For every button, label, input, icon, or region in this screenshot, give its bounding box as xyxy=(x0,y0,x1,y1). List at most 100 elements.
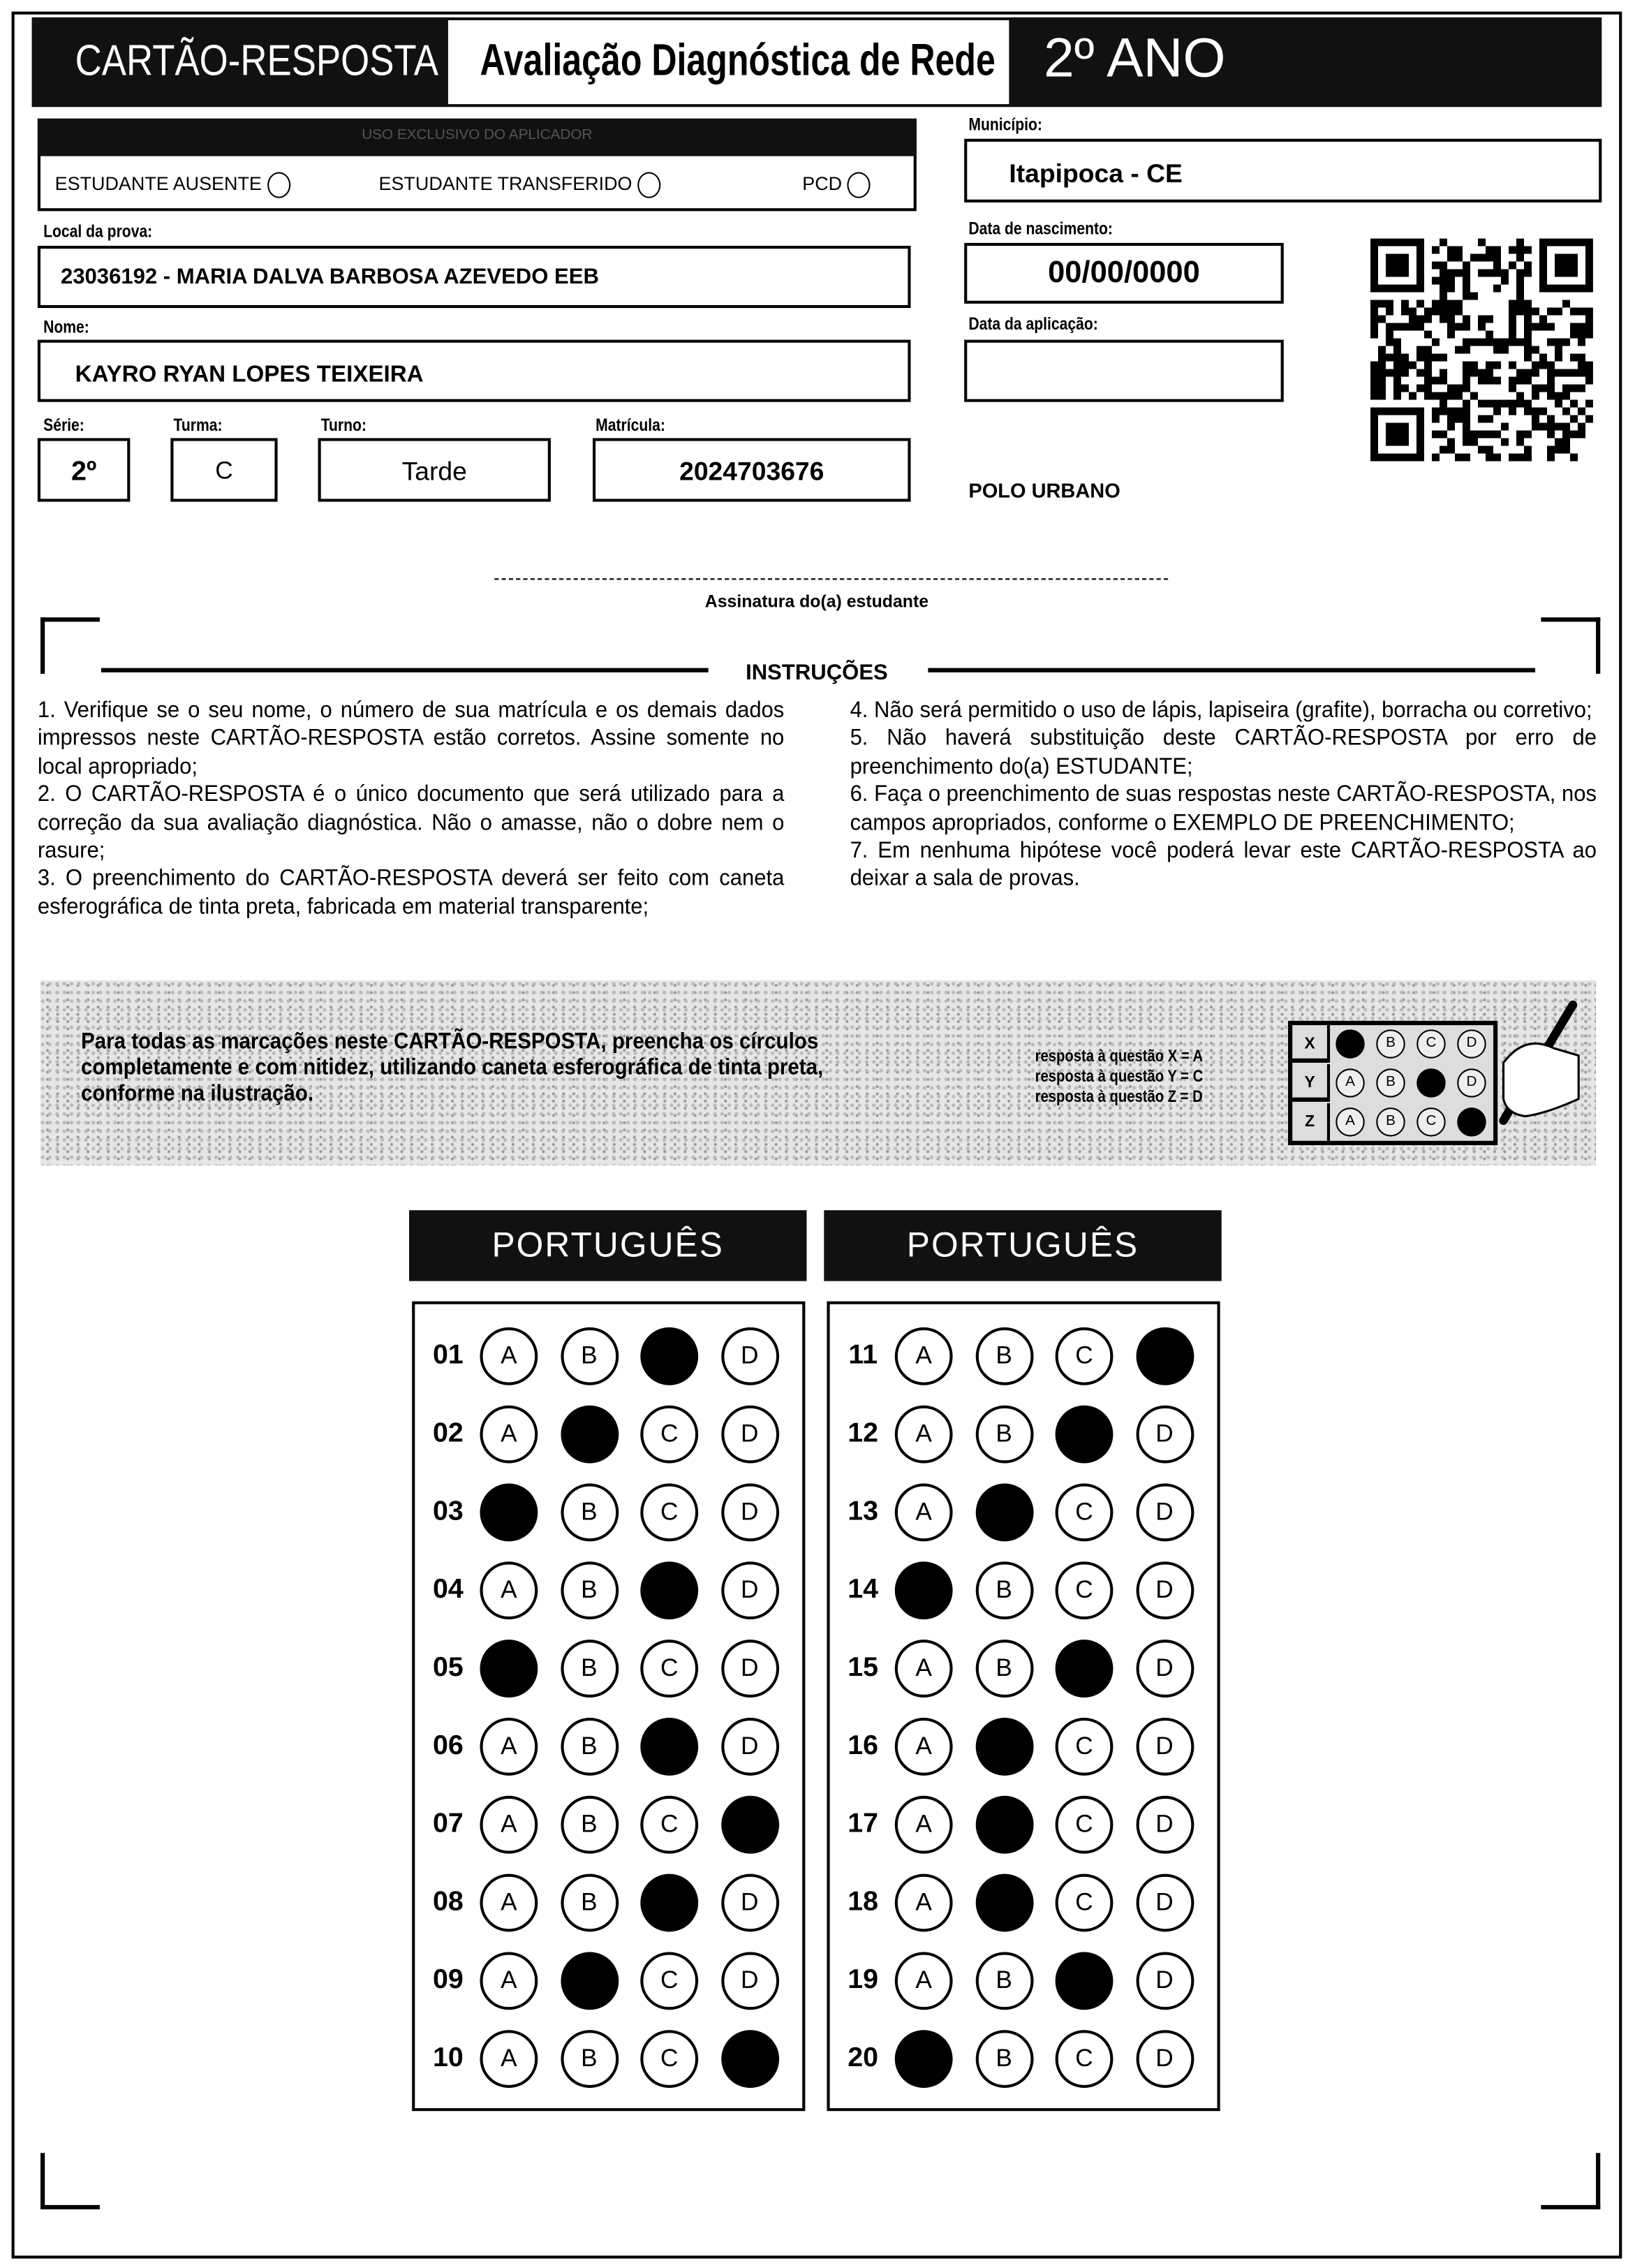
bubble-q15-b[interactable]: B xyxy=(975,1640,1033,1698)
bubble-q10-a[interactable]: A xyxy=(480,2030,538,2089)
bubble-q15-d[interactable]: D xyxy=(1135,1640,1194,1698)
bubble-q14-a[interactable] xyxy=(894,1561,953,1620)
bubble-q08-c[interactable] xyxy=(640,1873,699,1932)
example-bubble: A xyxy=(1336,1068,1365,1098)
bubble-q01-b[interactable]: B xyxy=(560,1327,619,1385)
bubble-q20-b[interactable]: B xyxy=(975,2030,1033,2089)
bubble-q20-a[interactable] xyxy=(894,2030,953,2089)
bubble-q02-d[interactable]: D xyxy=(720,1405,779,1464)
example-bubble: D xyxy=(1457,1029,1486,1059)
serie-value: 2º xyxy=(71,457,97,487)
bubble-q02-b[interactable] xyxy=(560,1405,619,1464)
bubble-q02-c[interactable]: C xyxy=(640,1405,699,1464)
bubble-q14-d[interactable]: D xyxy=(1135,1561,1194,1620)
bubble-q10-d[interactable] xyxy=(720,2030,779,2089)
bubble-q12-d[interactable]: D xyxy=(1135,1405,1194,1464)
bubble-q02-a[interactable]: A xyxy=(480,1405,538,1464)
bubble-q09-c[interactable]: C xyxy=(640,1952,699,2010)
option-absent[interactable]: ESTUDANTE AUSENTE xyxy=(55,172,290,198)
bubble-q03-d[interactable]: D xyxy=(720,1483,779,1542)
bubble-q20-c[interactable]: C xyxy=(1055,2030,1114,2089)
bubble-q06-d[interactable]: D xyxy=(720,1717,779,1776)
bubble-q03-b[interactable]: B xyxy=(560,1483,619,1542)
instruction-item: 6. Faça o preenchimento de suas resposta… xyxy=(850,782,1597,836)
bubble-q13-a[interactable]: A xyxy=(894,1483,953,1542)
bubble-q05-a[interactable] xyxy=(480,1640,538,1698)
bubble-q11-c[interactable]: C xyxy=(1055,1327,1114,1385)
bubble-q11-b[interactable]: B xyxy=(975,1327,1033,1385)
option-transferred[interactable]: ESTUDANTE TRANSFERIDO xyxy=(379,172,661,198)
bubble-q09-b[interactable] xyxy=(560,1952,619,2010)
example-bubble: B xyxy=(1376,1029,1405,1059)
bubble-q19-d[interactable]: D xyxy=(1135,1952,1194,2010)
instruction-item: 4. Não será permitido o uso de lápis, la… xyxy=(850,698,1592,723)
bubble-q13-d[interactable]: D xyxy=(1135,1483,1194,1542)
bubble-q07-b[interactable]: B xyxy=(560,1795,619,1854)
bubble-q13-b[interactable] xyxy=(975,1483,1033,1542)
bubble-q04-a[interactable]: A xyxy=(480,1561,538,1620)
bubble-q14-b[interactable]: B xyxy=(975,1561,1033,1620)
bubble-q08-a[interactable]: A xyxy=(480,1873,538,1932)
bubble-q19-c[interactable] xyxy=(1055,1952,1114,2010)
bubble-q04-b[interactable]: B xyxy=(560,1561,619,1620)
question-number: 12 xyxy=(848,1418,879,1449)
bubble-q03-c[interactable]: C xyxy=(640,1483,699,1542)
bubble-q06-c[interactable] xyxy=(640,1717,699,1776)
bubble-q08-d[interactable]: D xyxy=(720,1873,779,1932)
example-question-label: X xyxy=(1292,1025,1331,1063)
bubble-q16-b[interactable] xyxy=(975,1717,1033,1776)
bubble-q06-b[interactable]: B xyxy=(560,1717,619,1776)
bubble-q08-b[interactable]: B xyxy=(560,1873,619,1932)
bubble-q05-c[interactable]: C xyxy=(640,1640,699,1698)
bubble-q07-c[interactable]: C xyxy=(640,1795,699,1854)
bubble-q17-c[interactable]: C xyxy=(1055,1795,1114,1854)
radio-circle[interactable] xyxy=(267,172,290,198)
bubble-q17-d[interactable]: D xyxy=(1135,1795,1194,1854)
bubble-q01-a[interactable]: A xyxy=(480,1327,538,1385)
bubble-q07-a[interactable]: A xyxy=(480,1795,538,1854)
name-field xyxy=(37,339,911,402)
applicator-header xyxy=(37,118,917,156)
radio-circle[interactable] xyxy=(847,172,871,198)
bubble-q01-d[interactable]: D xyxy=(720,1327,779,1385)
bubble-q10-b[interactable]: B xyxy=(560,2030,619,2089)
bubble-q15-c[interactable] xyxy=(1055,1640,1114,1698)
instruction-item: 5. Não haverá substituição deste CARTÃO-… xyxy=(850,726,1597,779)
bubble-q17-b[interactable] xyxy=(975,1795,1033,1854)
bubble-q18-b[interactable] xyxy=(975,1873,1033,1932)
bubble-q18-c[interactable]: C xyxy=(1055,1873,1114,1932)
bubble-q05-d[interactable]: D xyxy=(720,1640,779,1698)
bubble-q16-a[interactable]: A xyxy=(894,1717,953,1776)
question-number: 10 xyxy=(433,2042,464,2074)
bubble-q12-c[interactable] xyxy=(1055,1405,1114,1464)
bubble-q04-c[interactable] xyxy=(640,1561,699,1620)
option-pcd[interactable]: PCD xyxy=(802,172,871,198)
bubble-q14-c[interactable]: C xyxy=(1055,1561,1114,1620)
bubble-q10-c[interactable]: C xyxy=(640,2030,699,2089)
name-value: KAYRO RYAN LOPES TEIXEIRA xyxy=(75,362,424,388)
bubble-q06-a[interactable]: A xyxy=(480,1717,538,1776)
bubble-q20-d[interactable]: D xyxy=(1135,2030,1194,2089)
bubble-q09-a[interactable]: A xyxy=(480,1952,538,2010)
bubble-q19-b[interactable]: B xyxy=(975,1952,1033,2010)
radio-circle[interactable] xyxy=(637,172,661,198)
bubble-q19-a[interactable]: A xyxy=(894,1952,953,2010)
bubble-q12-a[interactable]: A xyxy=(894,1405,953,1464)
bubble-q09-d[interactable]: D xyxy=(720,1952,779,2010)
bubble-q13-c[interactable]: C xyxy=(1055,1483,1114,1542)
bubble-q12-b[interactable]: B xyxy=(975,1405,1033,1464)
bubble-q16-d[interactable]: D xyxy=(1135,1717,1194,1776)
bubble-q07-d[interactable] xyxy=(720,1795,779,1854)
bubble-q16-c[interactable]: C xyxy=(1055,1717,1114,1776)
bubble-q15-a[interactable]: A xyxy=(894,1640,953,1698)
bubble-q01-c[interactable] xyxy=(640,1327,699,1385)
bubble-q05-b[interactable]: B xyxy=(560,1640,619,1698)
bubble-q11-a[interactable]: A xyxy=(894,1327,953,1385)
bubble-q18-d[interactable]: D xyxy=(1135,1873,1194,1932)
bubble-q17-a[interactable]: A xyxy=(894,1795,953,1854)
bubble-q11-d[interactable] xyxy=(1135,1327,1194,1385)
bubble-q04-d[interactable]: D xyxy=(720,1561,779,1620)
bubble-q03-a[interactable] xyxy=(480,1483,538,1542)
question-number: 13 xyxy=(848,1496,879,1527)
bubble-q18-a[interactable]: A xyxy=(894,1873,953,1932)
